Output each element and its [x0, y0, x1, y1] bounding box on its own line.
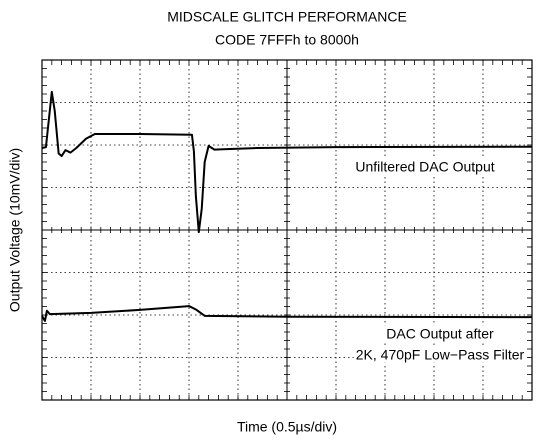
annotation-bg — [384, 325, 497, 342]
chart-title: MIDSCALE GLITCH PERFORMANCE — [167, 9, 407, 25]
y-axis-label: Output Voltage (10mV/div) — [7, 148, 23, 312]
trace — [41, 305, 533, 322]
plot-frame — [41, 59, 533, 401]
annotation-bg — [353, 346, 527, 363]
annotation: 2K, 470pF Low−Pass Filter — [356, 347, 525, 363]
trace — [41, 90, 533, 234]
annotation-bg — [353, 158, 497, 175]
chart-subtitle: CODE 7FFFh to 8000h — [215, 32, 359, 48]
annotation: Unfiltered DAC Output — [355, 159, 494, 175]
annotation: DAC Output after — [386, 326, 494, 342]
x-axis-label: Time (0.5µs/div) — [237, 419, 337, 435]
